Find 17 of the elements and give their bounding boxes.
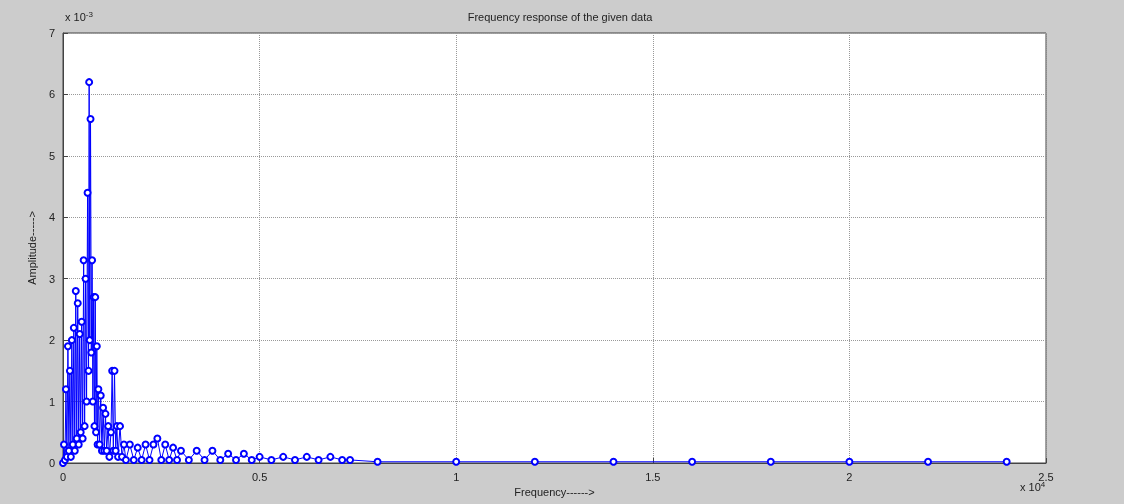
x-tick-label: 2 [846, 470, 853, 483]
y-tick-label: 3 [48, 272, 55, 285]
x-tick-label: 0 [59, 470, 67, 483]
x-tick-label: 1.5 [645, 470, 661, 483]
y-tick-label: 2 [48, 334, 55, 347]
x-tick-label: 2.5 [1038, 470, 1054, 483]
y-tick-label: 0 [48, 457, 55, 469]
chart-title: Frequency response of the given data [467, 10, 654, 23]
y-tick-label: 7 [48, 27, 55, 39]
x-tick-label: 1 [453, 470, 460, 483]
y-axis-title: Amplitude-----> [26, 211, 39, 285]
y-tick-label: 6 [48, 88, 55, 101]
y-tick-label: 5 [48, 149, 55, 162]
y-tick-label: 4 [48, 211, 55, 224]
x-axis-title: Frequency------> [514, 486, 595, 499]
y-tick-label: 1 [48, 395, 55, 408]
x-tick-label: 0.5 [251, 470, 268, 483]
